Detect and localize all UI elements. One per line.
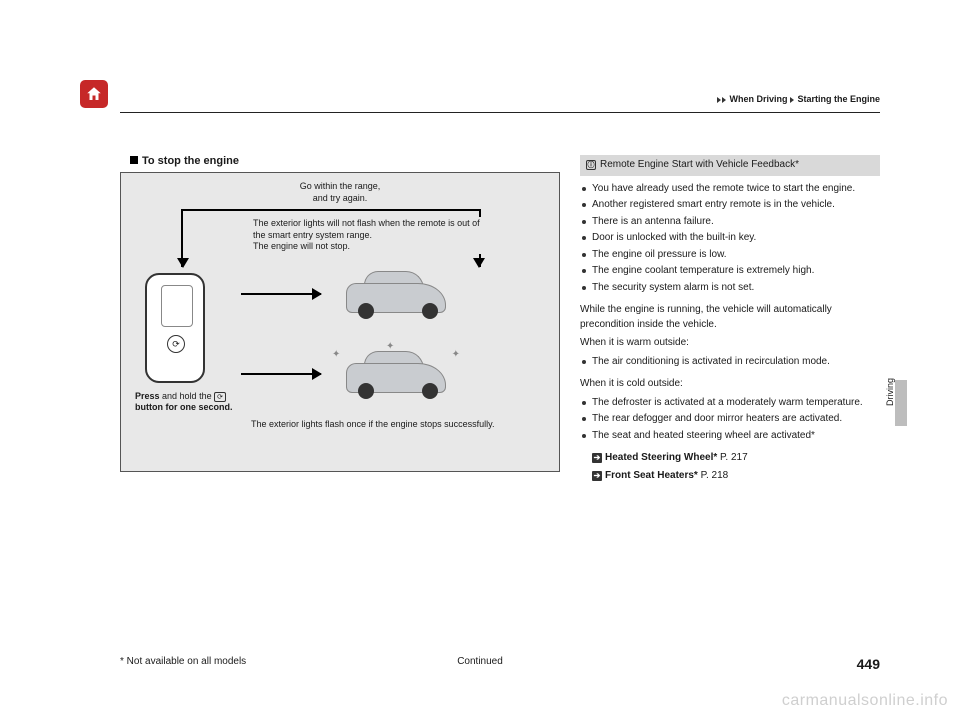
chevron-icon <box>722 97 726 103</box>
diagram-text: Go within the range, <box>300 181 381 191</box>
section-tab-label: Driving <box>885 378 895 406</box>
info-bullet-list: You have already used the remote twice t… <box>580 182 880 296</box>
page-number: 449 <box>857 656 880 672</box>
footnote: * Not available on all models <box>120 656 246 667</box>
info-bullet: The rear defogger and door mirror heater… <box>580 412 880 427</box>
diagram-text: The engine will not stop. <box>253 241 350 251</box>
diagram-bottom-label: The exterior lights flash once if the en… <box>251 419 551 429</box>
info-paragraph: While the engine is running, the vehicle… <box>580 303 880 332</box>
info-bullet: The security system alarm is not set. <box>580 281 880 296</box>
cross-reference[interactable]: ➔Front Seat Heaters* P. 218 <box>580 469 880 484</box>
home-icon <box>85 85 103 103</box>
stop-engine-diagram: Go within the range, and try again. The … <box>120 172 560 472</box>
diagram-text: the smart entry system range. <box>253 230 372 240</box>
square-bullet-icon <box>130 156 138 164</box>
diagram-top-label: Go within the range, and try again. <box>121 181 559 204</box>
link-arrow-icon: ➔ <box>592 471 602 481</box>
breadcrumb: When Driving Starting the Engine <box>717 94 880 104</box>
info-icon: ⓘ <box>586 160 596 170</box>
info-bullet: The engine coolant temperature is extrem… <box>580 264 880 279</box>
info-bullet: You have already used the remote twice t… <box>580 182 880 197</box>
section-title-text: To stop the engine <box>142 155 239 167</box>
engine-button-icon: ⟳ <box>214 392 226 402</box>
breadcrumb-seg: When Driving <box>729 94 787 104</box>
arrow-icon <box>241 293 321 295</box>
info-subhead: When it is warm outside: <box>580 336 880 351</box>
info-bullet: The seat and heated steering wheel are a… <box>580 429 880 444</box>
link-arrow-icon: ➔ <box>592 453 602 463</box>
remote-fob-illustration: ⟳ <box>145 273 205 383</box>
light-flash-icon: ✦ <box>386 341 394 352</box>
diagram-mid-label: The exterior lights will not flash when … <box>251 217 531 254</box>
diagram-text: button for one second. <box>135 402 233 412</box>
home-button[interactable] <box>80 80 108 108</box>
vehicle-illustration-flash: ✦ ✦ ✦ <box>336 345 456 405</box>
info-bullet: Door is unlocked with the built-in key. <box>580 231 880 246</box>
header-rule <box>120 112 880 113</box>
press-instruction: Press and hold the ⟳ button for one seco… <box>135 391 235 414</box>
section-tab <box>895 380 907 426</box>
info-bullet-list: The air conditioning is activated in rec… <box>580 355 880 370</box>
section-title: To stop the engine <box>130 155 239 167</box>
info-bullet: There is an antenna failure. <box>580 215 880 230</box>
info-bullet: The engine oil pressure is low. <box>580 248 880 263</box>
diagram-text: and try again. <box>313 193 368 203</box>
vehicle-illustration-no-flash <box>336 265 456 325</box>
diagram-text: Press <box>135 391 160 401</box>
info-heading-text: Remote Engine Start with Vehicle Feedbac… <box>600 158 799 173</box>
info-subhead: When it is cold outside: <box>580 377 880 392</box>
diagram-text: The exterior lights will not flash when … <box>253 218 480 228</box>
info-bullet-list: The defroster is activated at a moderate… <box>580 396 880 444</box>
watermark: carmanualsonline.info <box>782 692 948 710</box>
ref-label: Heated Steering Wheel* <box>605 452 717 463</box>
ref-page: P. 217 <box>720 452 748 463</box>
info-bullet: The defroster is activated at a moderate… <box>580 396 880 411</box>
cross-reference[interactable]: ➔Heated Steering Wheel* P. 217 <box>580 451 880 466</box>
chevron-icon <box>790 97 794 103</box>
ref-page: P. 218 <box>701 470 729 481</box>
arrow-icon <box>241 373 321 375</box>
ref-label: Front Seat Heaters* <box>605 470 698 481</box>
diagram-text: and hold the <box>160 391 215 401</box>
breadcrumb-seg: Starting the Engine <box>797 94 880 104</box>
remote-engine-button-icon: ⟳ <box>167 335 185 353</box>
light-flash-icon: ✦ <box>332 349 340 360</box>
chevron-icon <box>717 97 721 103</box>
info-bullet: Another registered smart entry remote is… <box>580 198 880 213</box>
light-flash-icon: ✦ <box>452 349 460 360</box>
info-sidebar: ⓘ Remote Engine Start with Vehicle Feedb… <box>580 155 880 483</box>
info-heading: ⓘ Remote Engine Start with Vehicle Feedb… <box>580 155 880 176</box>
continued-label: Continued <box>457 656 503 667</box>
info-bullet: The air conditioning is activated in rec… <box>580 355 880 370</box>
